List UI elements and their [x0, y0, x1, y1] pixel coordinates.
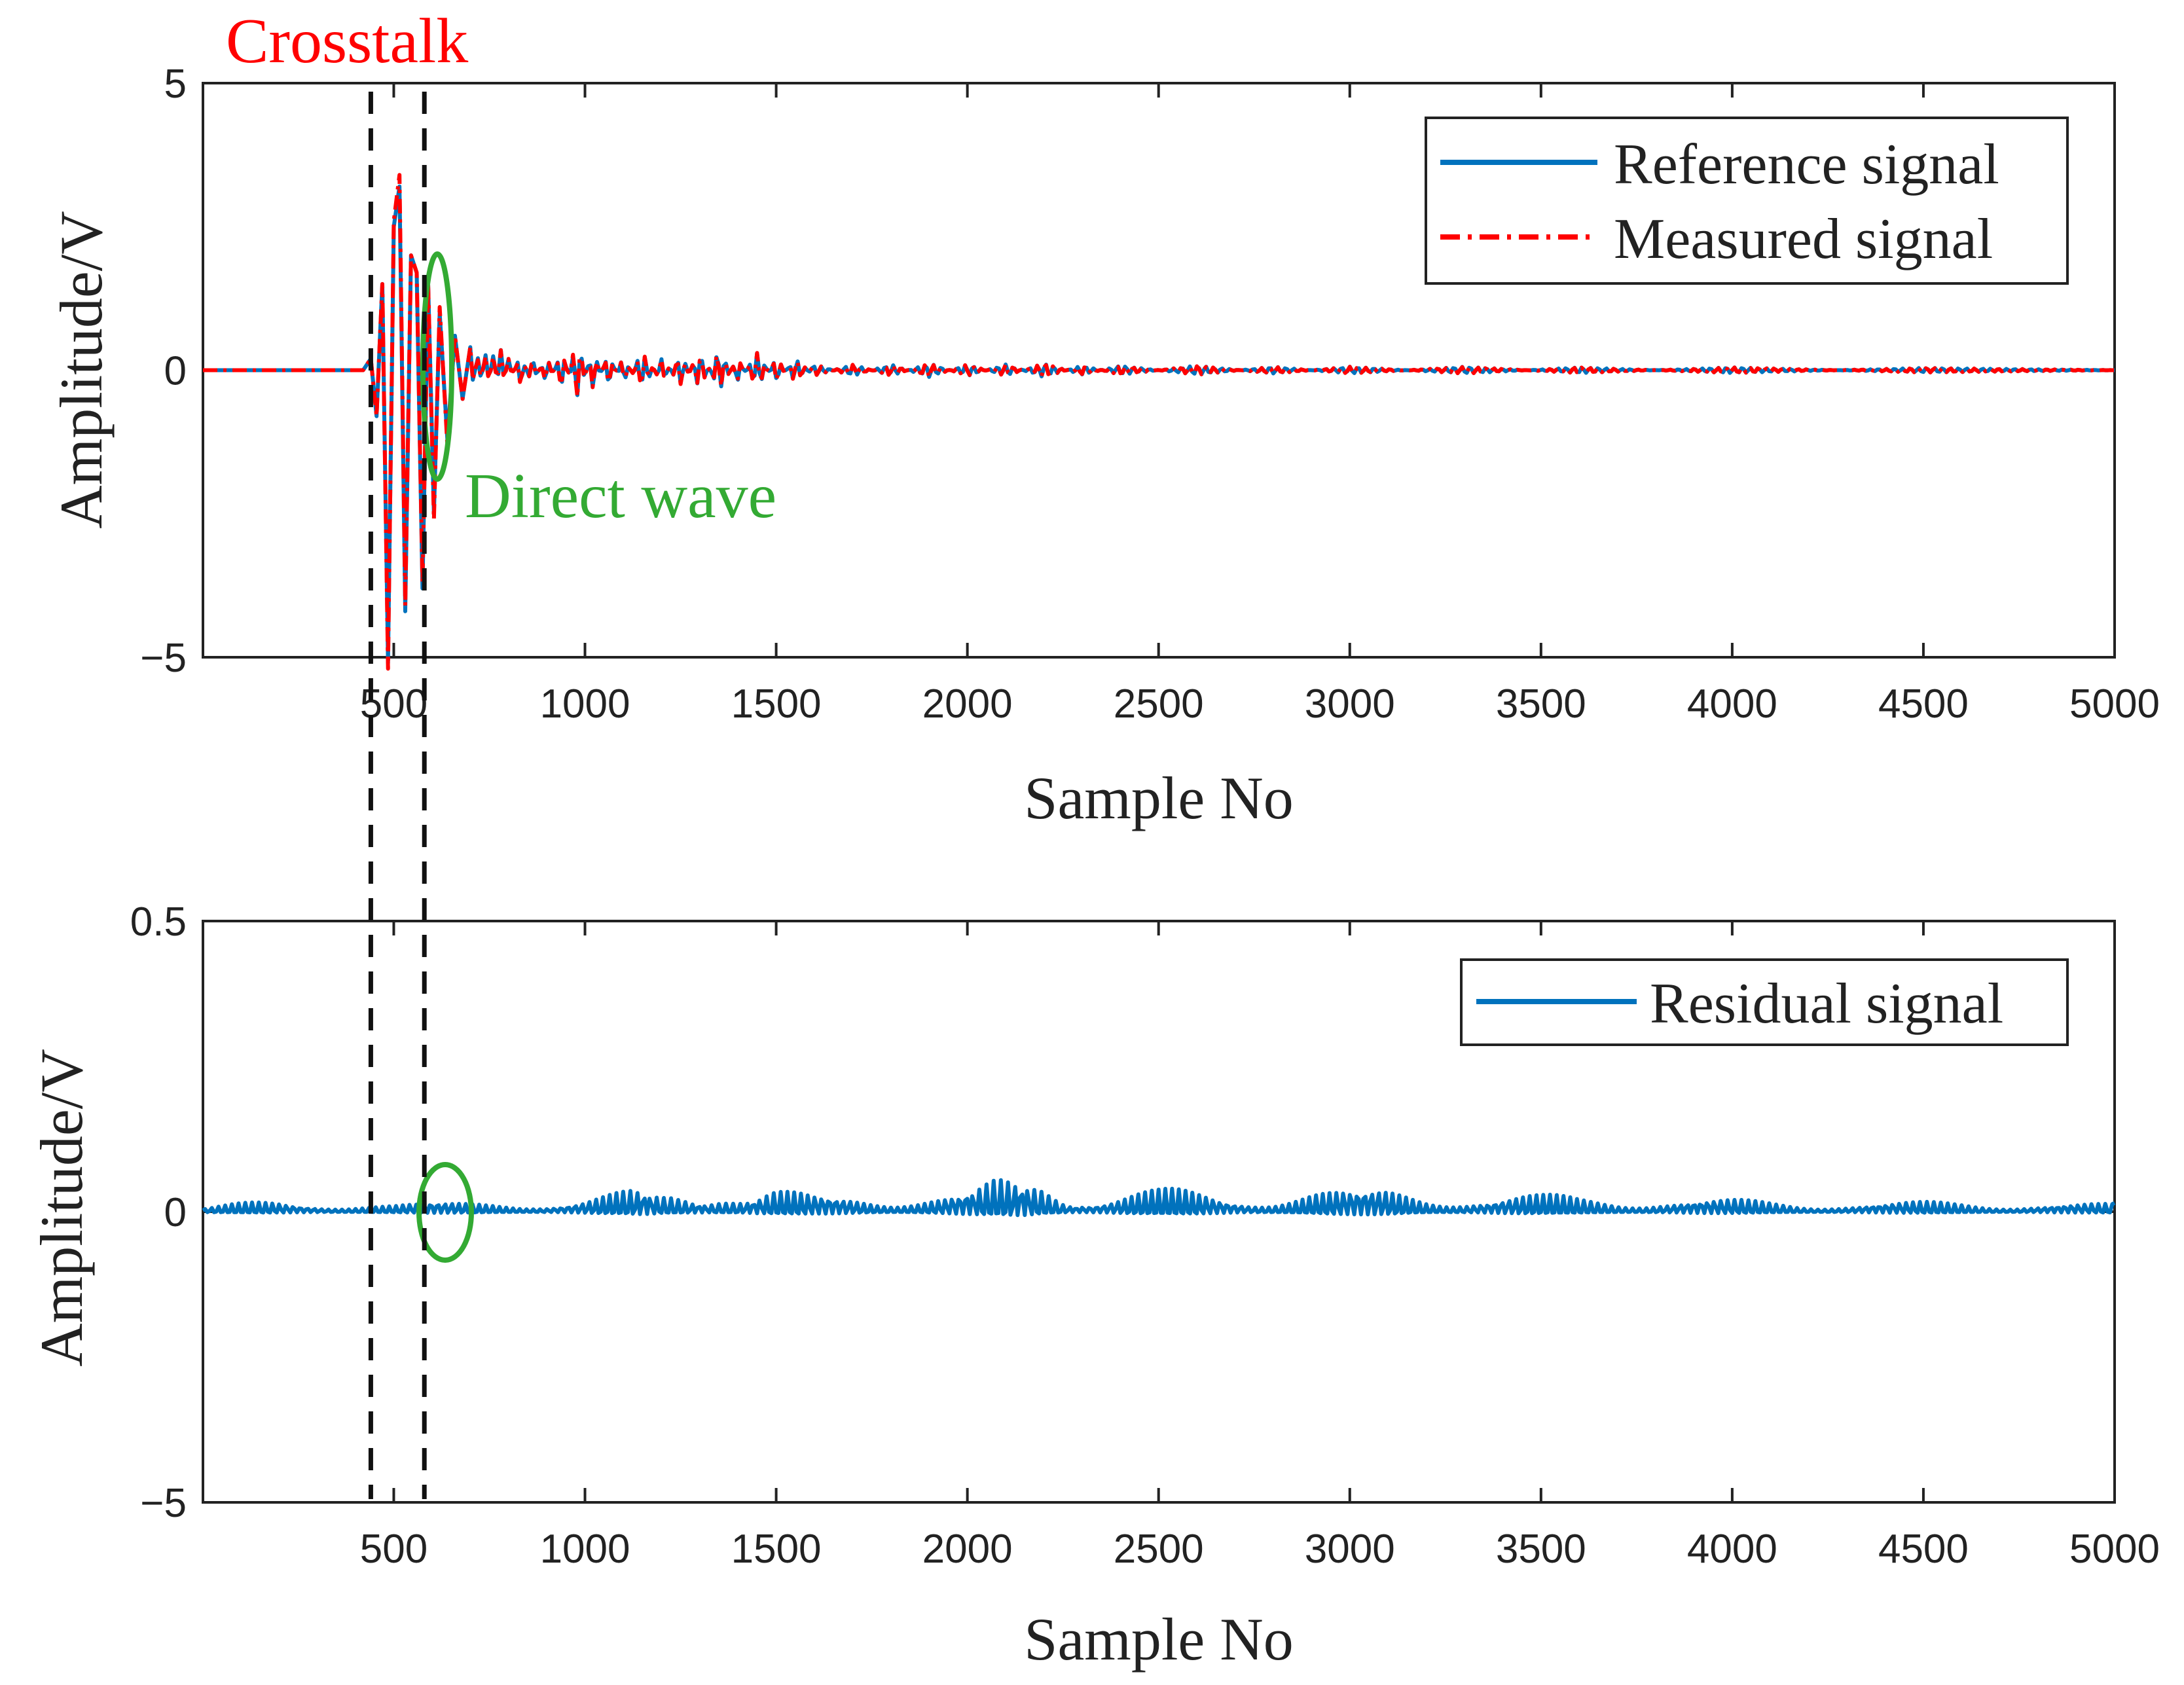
- x-tick-label: 3500: [1496, 681, 1586, 727]
- direct-wave-annotation: Direct wave: [465, 461, 776, 532]
- x-tick-label: 4500: [1878, 681, 1969, 727]
- x-tick-label: 1000: [540, 681, 630, 727]
- bottom-x-axis-label: Sample No: [1024, 1606, 1293, 1673]
- x-tick-label: 2000: [922, 1527, 1013, 1572]
- bottom-plot-panel: 500 1000 1500 2000 2500 3000 3500 4000 4500 5000 −…: [28, 899, 2160, 1673]
- residual-direct-wave-ellipse: [416, 1162, 474, 1263]
- x-tick-label: 3500: [1496, 1527, 1586, 1572]
- x-tick-label: 1000: [540, 1527, 630, 1572]
- y-tick-label: 5: [164, 62, 187, 107]
- x-tick-label: 5000: [2069, 681, 2160, 727]
- y-tick-label: −5: [140, 1481, 187, 1526]
- bottom-legend: Residual signal: [1460, 958, 2069, 1046]
- y-tick-label: 0: [164, 349, 187, 394]
- top-x-axis-label: Sample No: [1024, 765, 1293, 831]
- x-tick-label: 1500: [731, 681, 822, 727]
- top-y-axis-label: Amplitude/V: [48, 211, 115, 529]
- x-tick-label: 4000: [1687, 1527, 1777, 1572]
- top-legend: Reference signal Measured signal: [1425, 117, 2069, 285]
- x-tick-label: 4000: [1687, 681, 1777, 727]
- reference-legend-label: Reference signal: [1614, 133, 1999, 196]
- y-tick-label: 0.5: [130, 899, 187, 945]
- series-residual-signal: [202, 1178, 2116, 1218]
- x-tick-label: 3000: [1305, 681, 1395, 727]
- crosstalk-guides: [368, 92, 427, 1499]
- x-tick-label: 500: [360, 1527, 428, 1572]
- y-tick-label: −5: [140, 636, 187, 681]
- x-tick-label: 1500: [731, 1527, 822, 1572]
- crosstalk-annotation: Crosstalk: [226, 6, 468, 77]
- top-plot-panel: 500 1000 1500 2000 2500 3000 3500 4000 4500 5000−…: [48, 6, 2160, 831]
- top-series-group: [203, 173, 2115, 671]
- x-tick-label: 2000: [922, 681, 1013, 727]
- bottom-series-group: [202, 1178, 2116, 1218]
- bottom-y-axis-label: Amplitude/V: [28, 1049, 95, 1367]
- series-measured-signal: [203, 173, 2115, 671]
- top-legend-box: [1425, 117, 2069, 285]
- residual-legend-label: Residual signal: [1650, 972, 2003, 1036]
- top-ticks: 500 1000 1500 2000 2500 3000 3500 4000 4500 5000−…: [140, 62, 2160, 727]
- measured-legend-label: Measured signal: [1614, 208, 1993, 271]
- x-tick-label: 5000: [2069, 1527, 2160, 1572]
- y-tick-label: 0: [164, 1190, 187, 1235]
- x-tick-label: 4500: [1878, 1527, 1969, 1572]
- x-tick-label: 2500: [1114, 1527, 1204, 1572]
- x-tick-label: 3000: [1305, 1527, 1395, 1572]
- x-tick-label: 2500: [1114, 681, 1204, 727]
